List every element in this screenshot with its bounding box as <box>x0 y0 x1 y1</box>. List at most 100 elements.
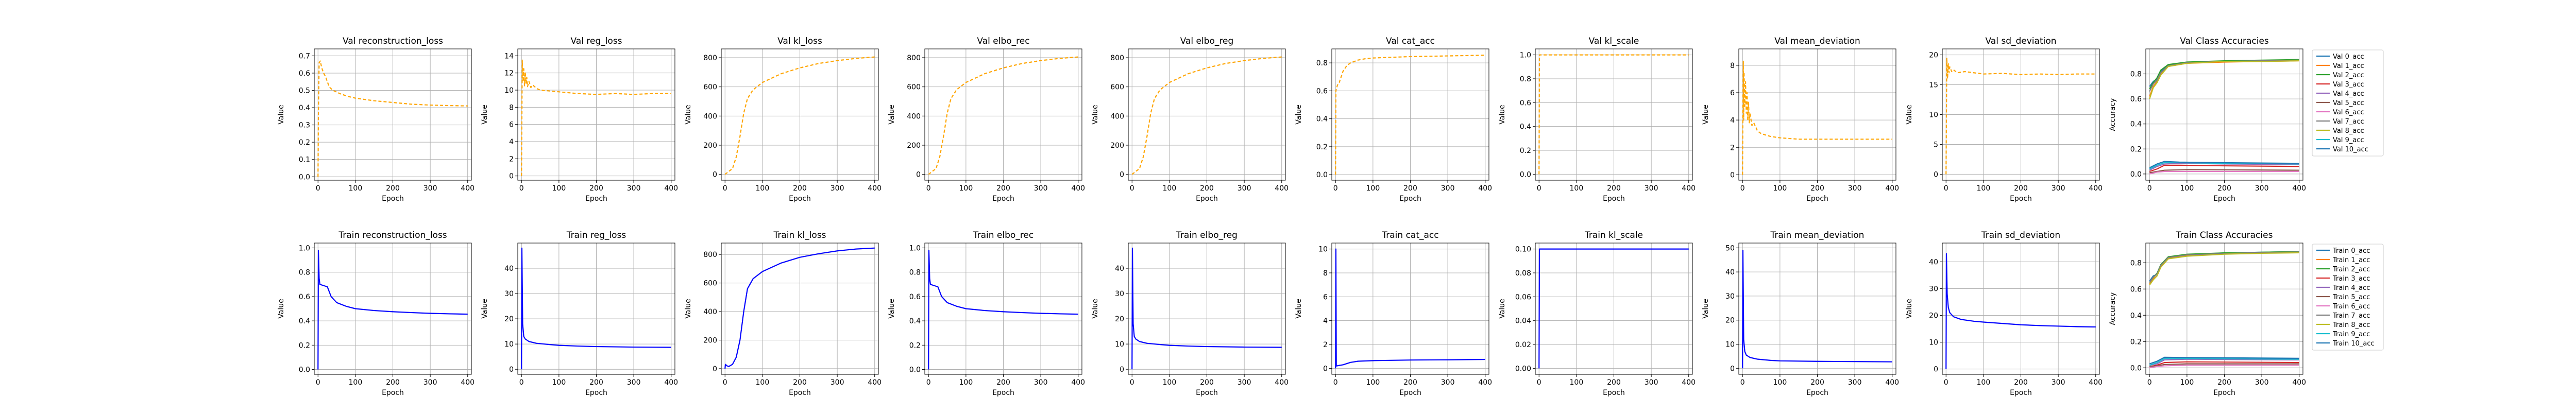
legend-label: Val 1_acc <box>2333 62 2364 70</box>
series-line <box>1131 247 1282 370</box>
gridlines <box>2146 243 2303 374</box>
chart-title: Val reg_loss <box>570 36 622 46</box>
chart-train_elbo_rec: 0 100 200 300 400 0.0 0.2 0.4 0.6 0.8 1.0 Train elb… <box>888 230 1085 397</box>
y-tick-label: 20 <box>1929 312 1938 320</box>
x-tick-label: 200 <box>1607 378 1621 387</box>
y-axis-label: Value <box>1295 299 1303 318</box>
y-axis-label: Value <box>1905 299 1913 318</box>
x-tick-label: 100 <box>959 378 973 387</box>
series-group <box>317 250 468 370</box>
y-tick-label: 40 <box>1115 265 1124 273</box>
x-tick-label: 100 <box>2180 184 2194 193</box>
series-group <box>1742 249 1892 369</box>
y-tick-label: 20 <box>1115 315 1124 323</box>
y-axis-label: Value <box>1091 299 1099 318</box>
y-tick-label: 400 <box>1110 112 1124 120</box>
legend-label: Train 0_acc <box>2332 247 2370 255</box>
chart-val_kl_scale: 0 100 200 300 400 0.0 0.2 0.4 0.6 0.8 1.0 Val kl_sc… <box>1498 36 1696 203</box>
series-line-train-7_acc <box>2149 251 2299 283</box>
y-tick-label: 6 <box>509 121 514 129</box>
x-tick-label: 300 <box>1441 378 1455 387</box>
y-axis-label: Value <box>1905 105 1913 124</box>
x-axis-label: Epoch <box>585 389 607 397</box>
x-tick-label: 0 <box>316 184 320 193</box>
x-axis-label: Epoch <box>789 389 811 397</box>
x-tick-label: 0 <box>1537 184 1541 193</box>
series-group <box>928 56 1078 175</box>
legend-label: Train 9_acc <box>2332 331 2370 338</box>
x-tick-label: 100 <box>1773 184 1787 193</box>
x-axis-label: Epoch <box>2010 389 2032 397</box>
y-axis-label: Value <box>481 105 489 124</box>
series-line <box>521 59 671 176</box>
y-tick-label: 2 <box>1323 341 1328 349</box>
x-axis-label: Epoch <box>1603 389 1625 397</box>
x-tick-label: 100 <box>1977 378 1991 387</box>
y-tick-label: 0.02 <box>1515 341 1531 349</box>
x-tick-label: 400 <box>2292 378 2306 387</box>
legend-label: Val 9_acc <box>2333 136 2364 144</box>
y-tick-label: 8 <box>1730 62 1735 70</box>
series-group <box>928 250 1078 370</box>
x-tick-label: 0 <box>519 184 524 193</box>
legend-label: Train 5_acc <box>2332 294 2370 301</box>
y-tick-label: 800 <box>703 251 717 259</box>
x-tick-label: 400 <box>664 378 678 387</box>
series-line-val-8_acc <box>2149 60 2299 99</box>
y-tick-label: 4 <box>509 138 514 146</box>
series-group <box>1538 54 1689 175</box>
legend-label: Train 2_acc <box>2332 266 2370 273</box>
chart-title: Val kl_loss <box>777 36 822 46</box>
y-tick-label: 0.4 <box>299 317 310 325</box>
series-line-val-4_acc <box>2149 163 2299 171</box>
x-tick-label: 300 <box>1238 184 1251 193</box>
series-line <box>317 60 468 177</box>
y-axis-label: Value <box>277 299 285 318</box>
x-tick-label: 300 <box>2052 378 2065 387</box>
x-tick-label: 0 <box>1333 184 1338 193</box>
y-tick-label: 400 <box>703 112 717 120</box>
x-tick-label: 400 <box>1885 184 1899 193</box>
y-tick-label: 0.4 <box>909 317 921 325</box>
x-tick-label: 400 <box>2292 184 2306 193</box>
x-tick-label: 400 <box>1682 378 1696 387</box>
x-axis-label: Epoch <box>1603 195 1625 203</box>
y-tick-label: 200 <box>703 336 717 344</box>
y-tick-label: 0.2 <box>1316 143 1328 151</box>
gridlines <box>518 243 675 374</box>
y-axis-label: Value <box>481 299 489 318</box>
y-tick-label: 600 <box>703 280 717 288</box>
chart-title: Val sd_deviation <box>1985 36 2056 46</box>
y-tick-label: 4 <box>1323 317 1328 325</box>
x-tick-label: 300 <box>1034 378 1048 387</box>
x-axis-label: Epoch <box>2213 195 2235 203</box>
x-tick-label: 400 <box>1885 378 1899 387</box>
gridlines <box>721 243 878 374</box>
legend-label: Train 6_acc <box>2332 303 2370 310</box>
legend-label: Train 4_acc <box>2332 284 2370 292</box>
y-tick-label: 0 <box>713 365 717 373</box>
y-tick-label: 40 <box>1725 268 1735 277</box>
x-axis-label: Epoch <box>789 195 811 203</box>
x-tick-label: 0 <box>926 378 931 387</box>
x-tick-label: 200 <box>1200 184 1214 193</box>
y-tick-label: 0.00 <box>1515 365 1531 373</box>
gridlines <box>1332 243 1489 374</box>
y-axis-label: Value <box>1702 299 1710 318</box>
y-tick-label: 10 <box>1929 111 1938 119</box>
x-tick-label: 200 <box>386 378 400 387</box>
y-tick-label: 30 <box>1725 292 1735 301</box>
legend-label: Val 2_acc <box>2333 72 2364 79</box>
series-line-train-4_acc <box>2149 358 2299 366</box>
x-tick-label: 100 <box>1366 184 1380 193</box>
x-tick-label: 0 <box>2147 378 2152 387</box>
x-tick-label: 0 <box>1333 378 1338 387</box>
x-axis-label: Epoch <box>1196 195 1218 203</box>
chart-title: Val elbo_reg <box>1180 36 1234 46</box>
x-tick-label: 300 <box>1848 378 1862 387</box>
series-line <box>1335 248 1485 369</box>
x-tick-label: 200 <box>2217 378 2231 387</box>
chart-title: Train Class Accuracies <box>2176 230 2273 240</box>
x-tick-label: 0 <box>723 378 727 387</box>
